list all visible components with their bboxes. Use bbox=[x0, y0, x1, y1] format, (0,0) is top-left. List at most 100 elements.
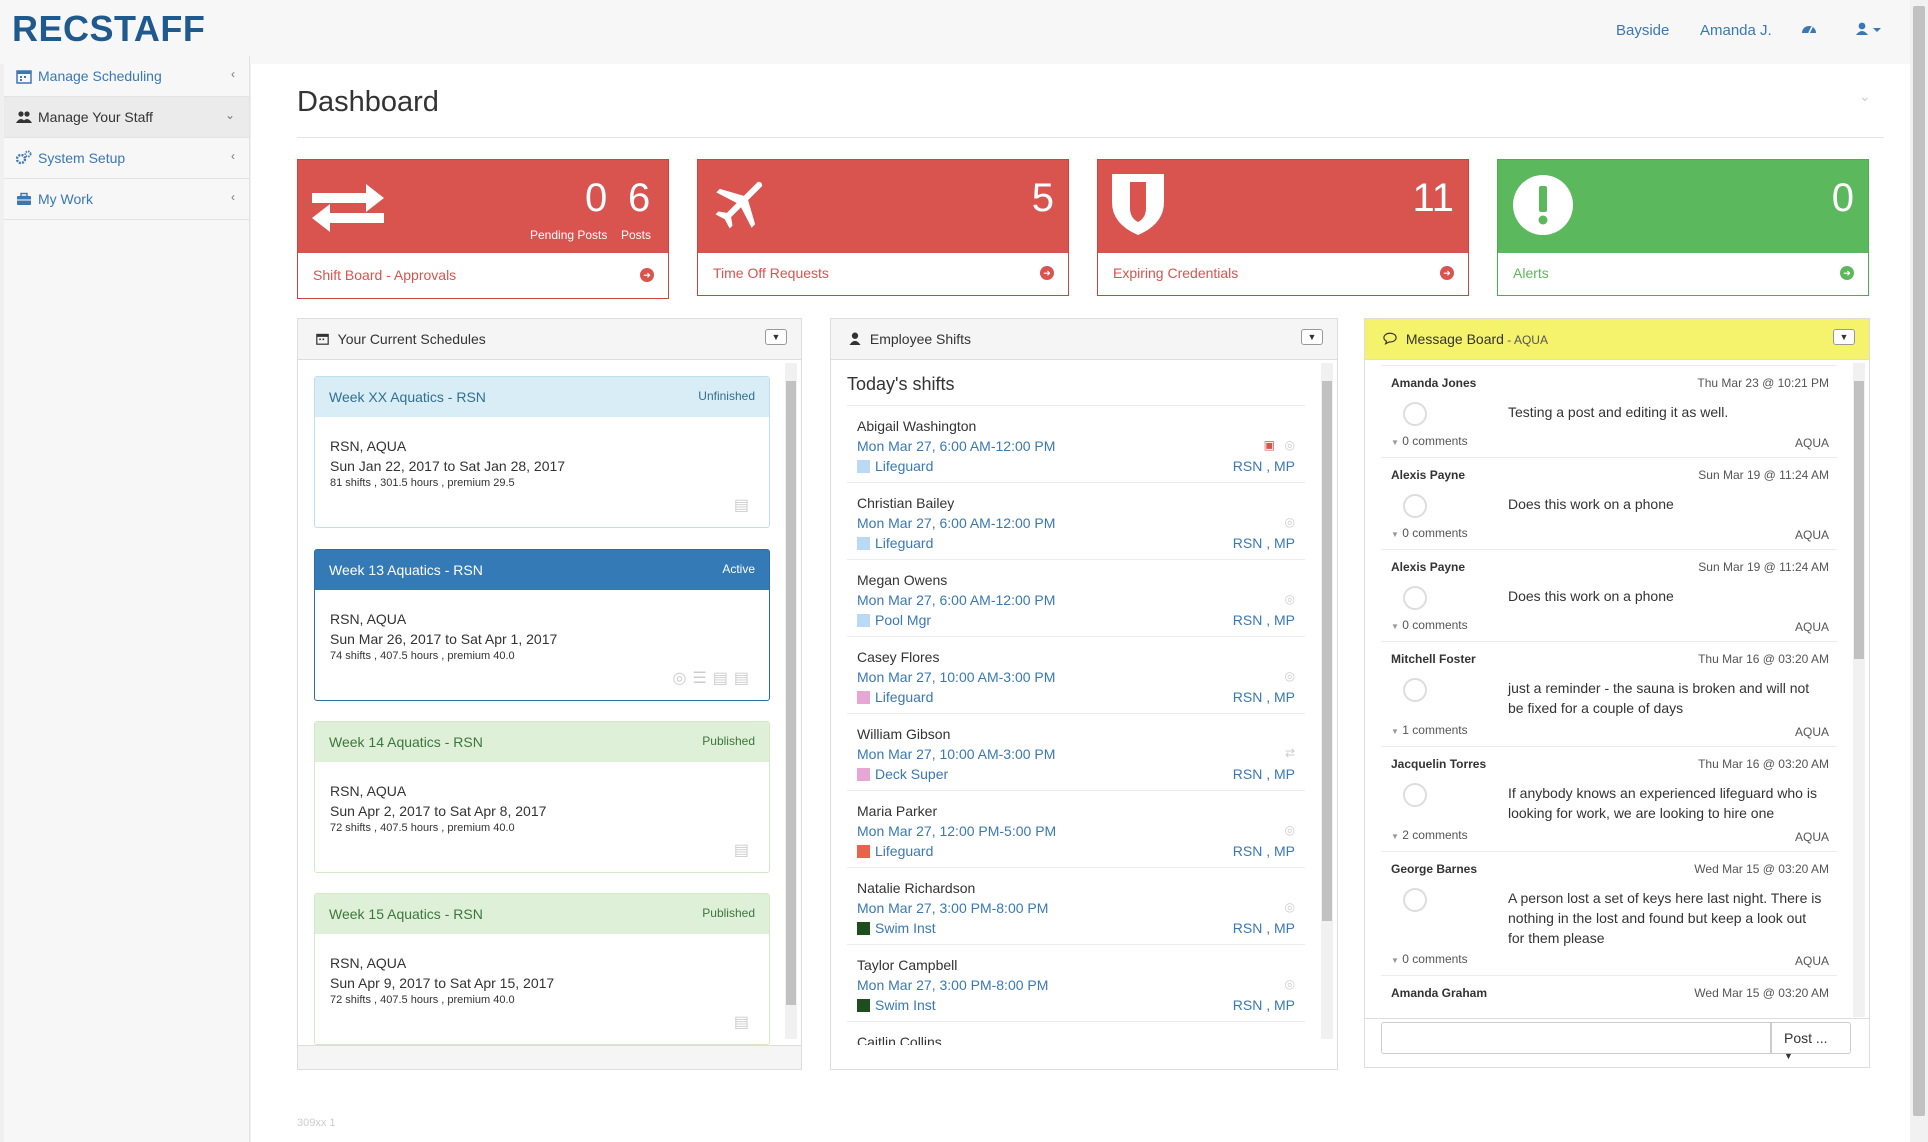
location-link[interactable]: Bayside bbox=[1616, 22, 1670, 39]
lifebuoy-icon[interactable]: ◎ bbox=[1284, 515, 1295, 529]
chevron-down-icon: ⌄ bbox=[224, 108, 235, 122]
shift-location[interactable]: RSN , MP bbox=[1232, 458, 1295, 474]
shift-row[interactable]: Christian Bailey Mon Mar 27, 6:00 AM-12:0… bbox=[847, 482, 1305, 559]
schedule-card[interactable]: Week 14 Aquatics - RSN Published RSN, AQU… bbox=[314, 721, 770, 873]
message-date: Thu Mar 23 @ 10:21 PM bbox=[1697, 376, 1829, 390]
post-dropdown-button[interactable]: Post ... ▼ bbox=[1771, 1022, 1851, 1061]
schedules-scrollbar[interactable] bbox=[785, 363, 797, 1039]
publish-board-icon[interactable]: ▤ bbox=[733, 497, 755, 514]
window-scrollbar[interactable] bbox=[1910, 0, 1928, 1142]
schedule-card[interactable]: Week XX Aquatics - RSN Unfinished RSN, AQ… bbox=[314, 376, 770, 528]
smiley-icon[interactable] bbox=[1403, 783, 1427, 807]
message-author[interactable]: Amanda Graham bbox=[1391, 986, 1488, 1000]
publish-board-icon[interactable]: ▤ bbox=[733, 1014, 755, 1031]
shift-time[interactable]: Mon Mar 27, 6:00 AM-12:00 PM bbox=[857, 515, 1056, 531]
shift-time[interactable]: Mon Mar 27, 10:00 AM-3:00 PM bbox=[857, 746, 1056, 762]
shift-location[interactable]: RSN , MP bbox=[1232, 766, 1295, 782]
sidebar-item-my-work[interactable]: My Work ‹ bbox=[4, 179, 249, 220]
smiley-icon[interactable] bbox=[1403, 888, 1427, 912]
account-menu[interactable] bbox=[1856, 22, 1884, 40]
expiring-credentials-tile[interactable]: 11 Expiring Credentials ➜ bbox=[1097, 159, 1469, 296]
message-date: Sun Mar 19 @ 11:24 AM bbox=[1698, 560, 1829, 574]
comments-toggle[interactable]: ▼ 2 comments bbox=[1391, 828, 1468, 842]
panel-toggle-button[interactable]: ▼ bbox=[765, 329, 787, 345]
shift-role[interactable]: Swim Inst bbox=[857, 997, 936, 1013]
comments-count: 0 comments bbox=[1402, 434, 1468, 448]
message-author[interactable]: Mitchell Foster bbox=[1391, 652, 1476, 666]
shift-row[interactable]: Taylor Campbell Mon Mar 27, 3:00 PM-8:00 … bbox=[847, 944, 1305, 1021]
smiley-icon[interactable] bbox=[1403, 494, 1427, 518]
dashboard-gauge-icon[interactable] bbox=[1801, 21, 1817, 39]
shift-time[interactable]: Mon Mar 27, 10:00 AM-3:00 PM bbox=[857, 669, 1056, 685]
shift-row[interactable]: Caitlin Collins bbox=[847, 1021, 1305, 1045]
shift-row[interactable]: Natalie Richardson Mon Mar 27, 3:00 PM-8:… bbox=[847, 867, 1305, 944]
sidebar-item-system-setup[interactable]: System Setup ‹ bbox=[4, 138, 249, 179]
shift-role[interactable]: Deck Super bbox=[857, 766, 948, 782]
lifebuoy-icon[interactable]: ◎ bbox=[1284, 438, 1295, 452]
panel-toggle-button[interactable]: ▼ bbox=[1301, 329, 1323, 345]
shift-location[interactable]: RSN , MP bbox=[1232, 997, 1295, 1013]
shift-location[interactable]: RSN , MP bbox=[1232, 612, 1295, 628]
comments-toggle[interactable]: ▼ 0 comments bbox=[1391, 952, 1468, 966]
shift-location[interactable]: RSN , MP bbox=[1232, 920, 1295, 936]
lifebuoy-icon[interactable]: ◎ bbox=[1284, 592, 1295, 606]
shift-row[interactable]: Casey Flores Mon Mar 27, 10:00 AM-3:00 PM… bbox=[847, 636, 1305, 713]
shift-time[interactable]: Mon Mar 27, 3:00 PM-8:00 PM bbox=[857, 900, 1049, 916]
panel-toggle-button[interactable]: ▼ bbox=[1833, 329, 1855, 345]
shift-row[interactable]: Maria Parker Mon Mar 27, 12:00 PM-5:00 PM… bbox=[847, 790, 1305, 867]
shift-role[interactable]: Lifeguard bbox=[857, 843, 933, 859]
shift-time[interactable]: Mon Mar 27, 6:00 AM-12:00 PM bbox=[857, 592, 1056, 608]
shift-location[interactable]: RSN , MP bbox=[1232, 843, 1295, 859]
title-divider bbox=[297, 137, 1884, 138]
shifts-scrollbar[interactable] bbox=[1321, 363, 1333, 1039]
comments-toggle[interactable]: ▼ 0 comments bbox=[1391, 618, 1468, 632]
message-author[interactable]: Alexis Payne bbox=[1391, 560, 1466, 574]
shift-row[interactable]: Megan Owens Mon Mar 27, 6:00 AM-12:00 PM P… bbox=[847, 559, 1305, 636]
caret-down-icon: ▼ bbox=[1391, 438, 1399, 447]
alerts-tile[interactable]: 0 Alerts ➜ bbox=[1497, 159, 1869, 296]
sidebar-item-manage-scheduling[interactable]: Manage Scheduling ‹ bbox=[4, 56, 249, 97]
lifebuoy-icon[interactable]: ◎ bbox=[1284, 823, 1295, 837]
smiley-icon[interactable] bbox=[1403, 402, 1427, 426]
flag-icon[interactable]: ▣ bbox=[1263, 438, 1275, 452]
shift-board-tile[interactable]: 0 Pending Posts 6 Posts Shift Board - Ap… bbox=[297, 159, 669, 299]
calendar-icon bbox=[316, 333, 329, 345]
swap-icon[interactable]: ⇄ bbox=[1284, 746, 1295, 760]
message-author[interactable]: Jacquelin Torres bbox=[1391, 757, 1487, 771]
comments-toggle[interactable]: ▼ 1 comments bbox=[1391, 723, 1468, 737]
shift-role[interactable]: Lifeguard bbox=[857, 458, 933, 474]
message-input[interactable] bbox=[1381, 1022, 1771, 1054]
lifebuoy-icon[interactable]: ◎ bbox=[1284, 900, 1295, 914]
shift-role[interactable]: Lifeguard bbox=[857, 689, 933, 705]
schedule-card[interactable]: Week 15 Aquatics - RSN Published RSN, AQU… bbox=[314, 893, 770, 1045]
shift-role[interactable]: Swim Inst bbox=[857, 920, 936, 936]
shift-row[interactable]: William Gibson Mon Mar 27, 10:00 AM-3:00 … bbox=[847, 713, 1305, 790]
collapse-chevron-icon[interactable]: ⌄ bbox=[1859, 88, 1871, 104]
shift-time[interactable]: Mon Mar 27, 12:00 PM-5:00 PM bbox=[857, 823, 1057, 839]
smiley-icon[interactable] bbox=[1403, 586, 1427, 610]
schedule-card[interactable]: Week 13 Aquatics - RSN Active RSN, AQUA S… bbox=[314, 549, 770, 701]
shift-location[interactable]: RSN , MP bbox=[1232, 689, 1295, 705]
message-author[interactable]: Amanda Jones bbox=[1391, 376, 1477, 390]
message-author[interactable]: George Barnes bbox=[1391, 862, 1478, 876]
user-link[interactable]: Amanda J. bbox=[1700, 22, 1772, 39]
messages-scrollbar[interactable] bbox=[1853, 363, 1865, 1017]
app-logo[interactable]: RECSTAFF bbox=[12, 8, 206, 49]
smiley-icon[interactable] bbox=[1403, 678, 1427, 702]
comments-toggle[interactable]: ▼ 0 comments bbox=[1391, 526, 1468, 540]
message-author[interactable]: Alexis Payne bbox=[1391, 468, 1466, 482]
time-off-tile[interactable]: 5 Time Off Requests ➜ bbox=[697, 159, 1069, 296]
lifebuoy-icon[interactable]: ◎ bbox=[1284, 669, 1295, 683]
lifebuoy-icon[interactable]: ◎ bbox=[1284, 977, 1295, 991]
shift-role[interactable]: Lifeguard bbox=[857, 535, 933, 551]
sidebar-item-label: System Setup bbox=[38, 150, 126, 166]
publish-board-icon[interactable]: ▤ bbox=[733, 842, 755, 859]
sidebar-item-manage-your-staff[interactable]: Manage Your Staff ⌄ bbox=[4, 97, 249, 138]
shift-role[interactable]: Pool Mgr bbox=[857, 612, 931, 628]
schedule-action-icons[interactable]: ◎☰▤▤ bbox=[672, 670, 755, 687]
shift-location[interactable]: RSN , MP bbox=[1232, 535, 1295, 551]
comments-toggle[interactable]: ▼ 0 comments bbox=[1391, 434, 1468, 448]
shift-time[interactable]: Mon Mar 27, 3:00 PM-8:00 PM bbox=[857, 977, 1049, 993]
shift-row[interactable]: Abigail Washington Mon Mar 27, 6:00 AM-12… bbox=[847, 405, 1305, 482]
shift-time[interactable]: Mon Mar 27, 6:00 AM-12:00 PM bbox=[857, 438, 1056, 454]
